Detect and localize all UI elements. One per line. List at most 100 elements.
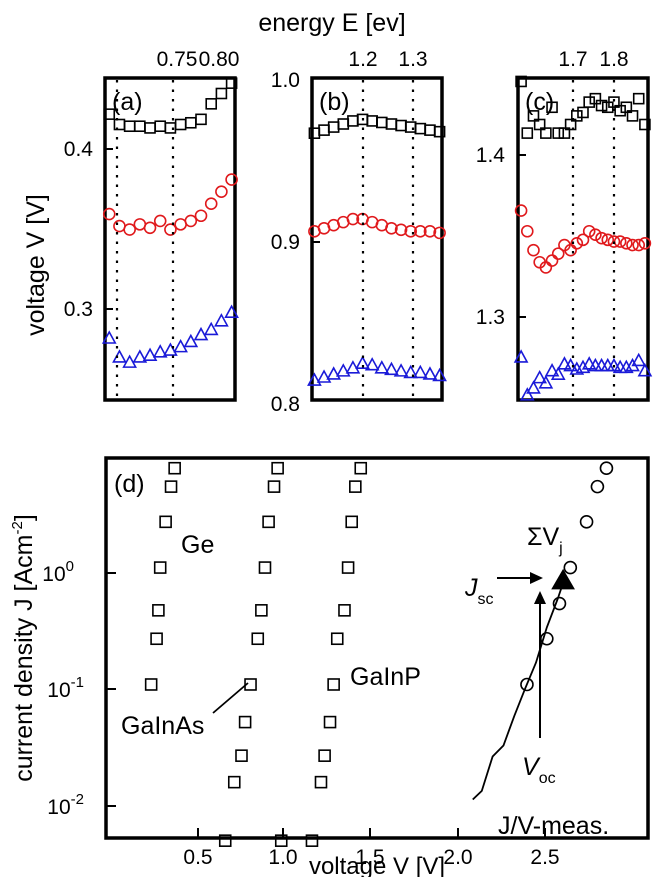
marker-c-circle-2 [527,243,540,257]
marker-d--vj-3 [563,560,578,575]
marker-a-triangle-7 [173,338,188,353]
marker-c-square-9 [571,110,583,122]
marker-b-square-10 [404,121,417,133]
panel-d-yticks: 100 10-1 10-2 [42,558,116,819]
marker-c-circle-17 [620,237,633,250]
marker-a-triangle-1 [112,349,127,363]
marker-c-triangle-4 [538,375,554,389]
panel-c: (c) 1.7 1.8 1.4 1.3 [476,48,653,402]
panel-d-xtick-2: 1.0 [268,846,297,869]
marker-b-circle-9 [394,223,408,237]
marker-c-circle-4 [539,261,553,274]
marker-c-triangle-19 [631,352,647,367]
marker-a-square-2 [123,120,136,133]
marker-c-square-18 [626,110,639,122]
marker-c-triangle-0 [513,349,529,363]
marker-a-square-9 [195,113,207,126]
marker-d-gainas-8 [262,515,275,529]
marker-c-circle-20 [638,237,652,250]
marker-d-jsc-voc-0 [551,568,575,590]
marker-b-square-9 [395,119,407,132]
marker-a-triangle-3 [132,349,148,363]
marker-c-square-5 [546,101,558,114]
marker-a-circle-11 [215,185,228,198]
marker-b-square-2 [327,121,340,133]
marker-d-gainp-6 [341,561,355,574]
marker-b-triangle-7 [374,360,390,374]
panel-b-xtick-1: 1.2 [348,48,377,71]
marker-a-triangle-8 [183,333,199,348]
annotation-gainp: GaInP [350,663,421,691]
marker-b-square-8 [385,118,398,130]
marker-c-square-0 [515,75,527,88]
marker-c-circle-18 [626,238,639,252]
panel-b-markers [307,113,447,386]
marker-b-square-13 [433,125,446,138]
marker-c-circle-6 [551,247,565,260]
marker-d--vj-4 [579,515,594,529]
marker-b-triangle-5 [355,355,370,370]
marker-a-triangle-11 [214,313,229,327]
marker-c-triangle-7 [557,356,572,370]
marker-c-square-11 [583,96,595,108]
marker-b-square-1 [318,124,330,136]
marker-b-square-11 [414,122,427,135]
marker-d-gainas-1 [227,775,241,789]
voc-arrow-head [534,591,546,604]
marker-c-square-4 [540,127,552,139]
marker-c-circle-14 [601,233,615,247]
marker-b-square-7 [376,116,388,129]
marker-b-triangle-12 [422,366,438,380]
marker-a-circle-2 [123,223,136,236]
panel-a-markers [101,77,239,368]
marker-a-triangle-10 [203,321,219,336]
marker-d-gainas-3 [238,715,252,729]
marker-a-circle-8 [184,214,198,228]
panel-c-xtick-2: 1.8 [599,48,628,71]
panel-b-xtick-2: 1.3 [398,48,427,71]
marker-d-ge-6 [164,480,178,493]
marker-b-triangle-4 [345,360,361,374]
marker-a-circle-1 [113,219,126,233]
marker-d-gainas-6 [255,604,268,617]
panel-a-label: (a) [112,88,143,116]
marker-b-triangle-13 [432,367,447,382]
marker-a-circle-4 [143,221,157,235]
marker-c-triangle-13 [594,357,609,372]
marker-d-ge-2 [150,632,163,646]
marker-b-circle-13 [433,226,446,240]
marker-a-triangle-12 [224,304,239,318]
annotation-meas: J/V-meas. [498,812,609,840]
marker-c-circle-15 [607,235,621,248]
marker-a-triangle-9 [193,326,209,341]
panel-d-xticks: 0.5 1.0 1.5 2.0 2.5 [183,828,560,869]
marker-b-circle-10 [404,225,418,238]
marker-d-gainp-0 [314,775,328,789]
marker-a-circle-12 [225,173,238,186]
marker-c-triangle-1 [519,387,535,401]
marker-c-square-16 [614,104,626,117]
marker-c-circle-0 [514,204,528,217]
panel-c-ytick-1: 1.4 [476,144,506,167]
marker-b-circle-8 [385,221,398,235]
marker-b-triangle-3 [335,363,351,377]
marker-c-square-19 [632,92,645,105]
marker-d--vj-5 [590,479,605,494]
marker-d-gainas-2 [235,749,248,762]
marker-b-triangle-1 [316,369,332,383]
marker-d-gainp-8 [349,480,362,493]
marker-d-gainp-1 [318,749,331,762]
marker-c-square-13 [595,99,608,112]
panel-c-markers [513,75,653,401]
marker-d-gainp-3 [327,678,340,691]
marker-d-gainp-9 [354,461,368,475]
marker-a-triangle-2 [122,354,137,368]
marker-d-gainas-5 [251,632,265,646]
panel-d-markers [144,461,614,847]
panel-b-label: (b) [319,88,350,116]
panel-d-xtick-5: 2.5 [530,846,559,869]
marker-b-circle-12 [423,225,437,238]
marker-a-circle-6 [164,223,177,236]
panel-c-xtick-1: 1.7 [558,48,587,71]
